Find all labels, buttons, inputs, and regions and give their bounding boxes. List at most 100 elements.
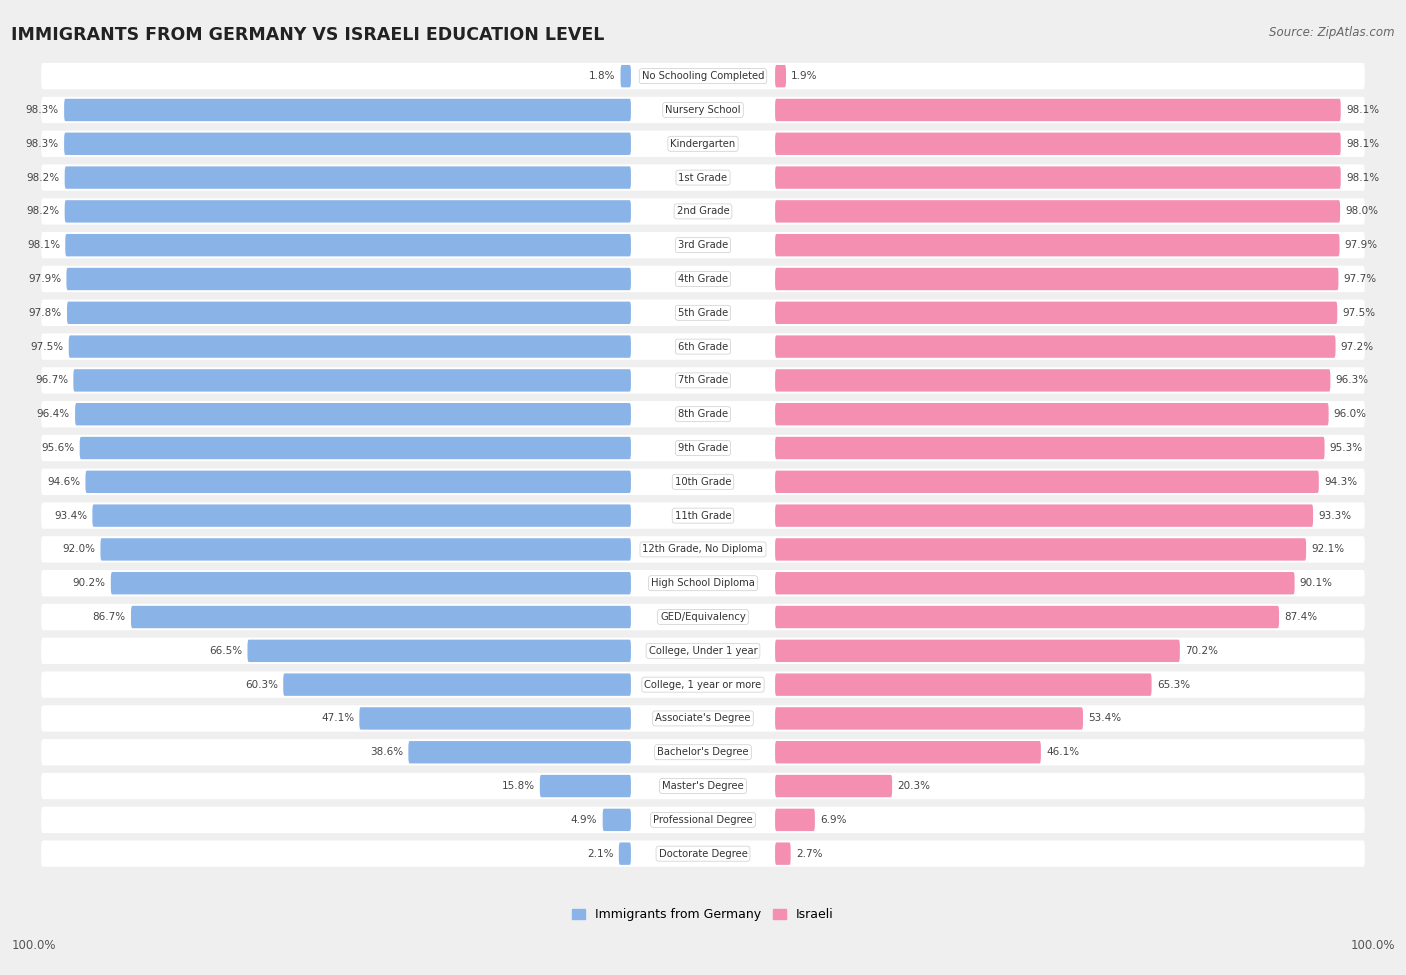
Text: 90.1%: 90.1% — [1299, 578, 1333, 588]
FancyBboxPatch shape — [41, 638, 1365, 664]
FancyBboxPatch shape — [65, 200, 631, 222]
Text: 92.0%: 92.0% — [62, 544, 96, 555]
FancyBboxPatch shape — [41, 333, 1365, 360]
Text: 70.2%: 70.2% — [1185, 645, 1218, 656]
Text: 94.3%: 94.3% — [1324, 477, 1357, 487]
Text: 98.1%: 98.1% — [27, 240, 60, 251]
Text: 46.1%: 46.1% — [1046, 747, 1080, 758]
Text: 3rd Grade: 3rd Grade — [678, 240, 728, 251]
FancyBboxPatch shape — [41, 232, 1365, 258]
Text: 7th Grade: 7th Grade — [678, 375, 728, 385]
Text: Master's Degree: Master's Degree — [662, 781, 744, 791]
FancyBboxPatch shape — [775, 335, 1336, 358]
Text: No Schooling Completed: No Schooling Completed — [641, 71, 765, 81]
FancyBboxPatch shape — [775, 98, 1341, 121]
Legend: Immigrants from Germany, Israeli: Immigrants from Germany, Israeli — [567, 903, 839, 926]
Text: 98.3%: 98.3% — [25, 105, 59, 115]
Text: 92.1%: 92.1% — [1312, 544, 1344, 555]
FancyBboxPatch shape — [620, 65, 631, 88]
Text: Associate's Degree: Associate's Degree — [655, 714, 751, 723]
Text: 20.3%: 20.3% — [897, 781, 931, 791]
Text: 94.6%: 94.6% — [46, 477, 80, 487]
Text: 86.7%: 86.7% — [93, 612, 125, 622]
Text: 2.7%: 2.7% — [796, 848, 823, 859]
Text: 98.2%: 98.2% — [27, 173, 59, 182]
Text: 97.5%: 97.5% — [1343, 308, 1375, 318]
Text: Source: ZipAtlas.com: Source: ZipAtlas.com — [1270, 26, 1395, 39]
Text: 98.1%: 98.1% — [1346, 138, 1379, 149]
Text: 53.4%: 53.4% — [1088, 714, 1122, 723]
FancyBboxPatch shape — [41, 536, 1365, 563]
Text: College, 1 year or more: College, 1 year or more — [644, 680, 762, 689]
FancyBboxPatch shape — [41, 604, 1365, 630]
FancyBboxPatch shape — [41, 63, 1365, 90]
FancyBboxPatch shape — [775, 808, 815, 831]
Text: 9th Grade: 9th Grade — [678, 443, 728, 453]
Text: 96.3%: 96.3% — [1336, 375, 1368, 385]
FancyBboxPatch shape — [86, 471, 631, 493]
FancyBboxPatch shape — [65, 98, 631, 121]
FancyBboxPatch shape — [775, 707, 1083, 729]
Text: 96.7%: 96.7% — [35, 375, 67, 385]
FancyBboxPatch shape — [41, 705, 1365, 731]
Text: 15.8%: 15.8% — [502, 781, 534, 791]
FancyBboxPatch shape — [41, 672, 1365, 698]
Text: 95.3%: 95.3% — [1330, 443, 1362, 453]
FancyBboxPatch shape — [603, 808, 631, 831]
Text: 4.9%: 4.9% — [571, 815, 598, 825]
FancyBboxPatch shape — [75, 403, 631, 425]
FancyBboxPatch shape — [775, 674, 1152, 696]
Text: 98.1%: 98.1% — [1346, 173, 1379, 182]
Text: 98.2%: 98.2% — [27, 207, 59, 216]
FancyBboxPatch shape — [775, 775, 893, 798]
FancyBboxPatch shape — [41, 570, 1365, 597]
FancyBboxPatch shape — [41, 840, 1365, 867]
FancyBboxPatch shape — [283, 674, 631, 696]
FancyBboxPatch shape — [247, 640, 631, 662]
FancyBboxPatch shape — [41, 198, 1365, 224]
Text: 87.4%: 87.4% — [1284, 612, 1317, 622]
FancyBboxPatch shape — [41, 502, 1365, 528]
Text: Professional Degree: Professional Degree — [654, 815, 752, 825]
Text: 97.7%: 97.7% — [1344, 274, 1376, 284]
FancyBboxPatch shape — [41, 806, 1365, 833]
Text: 6.9%: 6.9% — [820, 815, 846, 825]
FancyBboxPatch shape — [65, 133, 631, 155]
Text: 100.0%: 100.0% — [11, 939, 56, 952]
Text: 11th Grade: 11th Grade — [675, 511, 731, 521]
Text: 5th Grade: 5th Grade — [678, 308, 728, 318]
FancyBboxPatch shape — [775, 403, 1329, 425]
Text: 47.1%: 47.1% — [321, 714, 354, 723]
FancyBboxPatch shape — [41, 97, 1365, 123]
Text: 96.0%: 96.0% — [1334, 410, 1367, 419]
FancyBboxPatch shape — [775, 605, 1279, 628]
FancyBboxPatch shape — [41, 299, 1365, 326]
Text: 2.1%: 2.1% — [588, 848, 613, 859]
FancyBboxPatch shape — [360, 707, 631, 729]
FancyBboxPatch shape — [775, 133, 1341, 155]
Text: 12th Grade, No Diploma: 12th Grade, No Diploma — [643, 544, 763, 555]
Text: 97.2%: 97.2% — [1341, 341, 1374, 352]
Text: Bachelor's Degree: Bachelor's Degree — [657, 747, 749, 758]
FancyBboxPatch shape — [111, 572, 631, 595]
Text: 1.8%: 1.8% — [589, 71, 616, 81]
Text: IMMIGRANTS FROM GERMANY VS ISRAELI EDUCATION LEVEL: IMMIGRANTS FROM GERMANY VS ISRAELI EDUCA… — [11, 26, 605, 44]
Text: High School Diploma: High School Diploma — [651, 578, 755, 588]
Text: Kindergarten: Kindergarten — [671, 138, 735, 149]
Text: College, Under 1 year: College, Under 1 year — [648, 645, 758, 656]
FancyBboxPatch shape — [41, 131, 1365, 157]
Text: 93.3%: 93.3% — [1319, 511, 1351, 521]
Text: 1st Grade: 1st Grade — [679, 173, 727, 182]
FancyBboxPatch shape — [65, 167, 631, 189]
FancyBboxPatch shape — [775, 741, 1040, 763]
Text: 60.3%: 60.3% — [245, 680, 278, 689]
Text: Nursery School: Nursery School — [665, 105, 741, 115]
Text: 66.5%: 66.5% — [209, 645, 242, 656]
Text: 93.4%: 93.4% — [53, 511, 87, 521]
FancyBboxPatch shape — [619, 842, 631, 865]
Text: 98.3%: 98.3% — [25, 138, 59, 149]
Text: 6th Grade: 6th Grade — [678, 341, 728, 352]
Text: 97.9%: 97.9% — [1344, 240, 1378, 251]
FancyBboxPatch shape — [93, 504, 631, 526]
FancyBboxPatch shape — [73, 370, 631, 392]
